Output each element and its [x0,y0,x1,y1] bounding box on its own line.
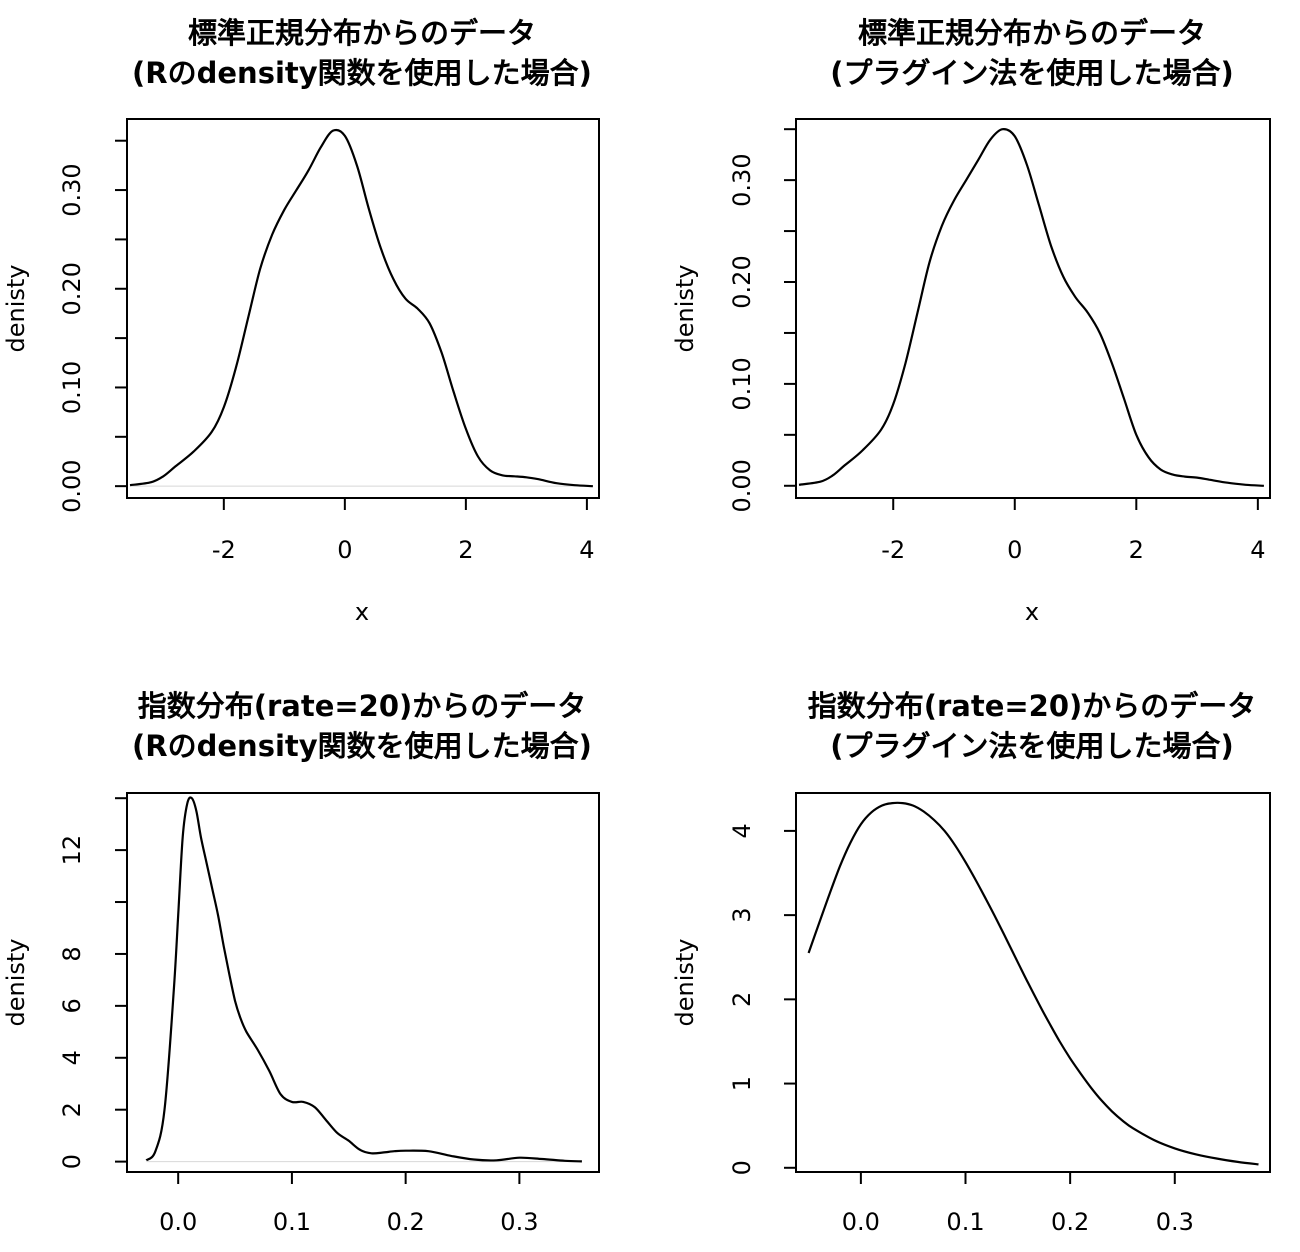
y-tick-label: 2 [728,992,756,1007]
plot-frame [126,792,600,1173]
y-axis-label: denisty [2,939,30,1027]
x-tick-label: -2 [212,536,236,564]
plot-panel-1: 標準正規分布からのデータ (Rのdensity関数を使用した場合) -2 0 2 4 0.0… [2,16,600,626]
plot-title-line-2: (Rのdensity関数を使用した場合) [132,56,592,90]
x-tick-label: 4 [1250,536,1265,564]
x-tick-label: 0.0 [159,1208,197,1236]
plot-title-line-1: 指数分布(rate=20)からのデータ [138,689,587,723]
plot-title-line-2: (Rのdensity関数を使用した場合) [132,729,592,763]
y-tick-label: 0.30 [58,163,86,216]
x-tick-label: -2 [881,536,905,564]
x-axis-label: x [355,598,369,626]
x-tick-label: 0.3 [1156,1208,1194,1236]
y-tick-label: 0.10 [58,361,86,414]
y-tick-label: 0.00 [728,459,756,512]
y-tick-label: 0.00 [58,459,86,512]
plot-panel-4: 指数分布(rate=20)からのデータ (プラグイン法を使用した場合) 0.0 0.1… [671,689,1271,1236]
x-tick-label: 0.3 [500,1208,538,1236]
plot-title-line-2: (プラグイン法を使用した場合) [830,729,1234,763]
y-tick-label: 3 [728,907,756,922]
y-tick-label: 4 [728,823,756,838]
density-curve [807,801,1259,1166]
plot-title-line-1: 標準正規分布からのデータ [858,16,1206,50]
x-tick-label: 0.2 [387,1208,425,1236]
x-tick-label: 2 [458,536,473,564]
plot-title-line-2: (プラグイン法を使用した場合) [830,56,1234,90]
y-tick-label: 0 [58,1154,86,1169]
y-tick-label: 0.10 [728,357,756,410]
x-tick-label: 0 [1007,536,1022,564]
plot-panel-3: 指数分布(rate=20)からのデータ (Rのdensity関数を使用した場合) 0… [2,689,600,1236]
x-tick-label: 0.1 [273,1208,311,1236]
y-axis-label: denisty [671,265,699,353]
plot-frame [795,792,1271,1173]
x-tick-label: 2 [1129,536,1144,564]
plot-frame [126,118,600,499]
density-curve [145,796,582,1163]
plot-title-line-1: 標準正規分布からのデータ [188,16,536,50]
y-tick-label: 4 [58,1050,86,1065]
x-axis-label: x [1025,598,1039,626]
y-tick-label: 8 [58,946,86,961]
x-tick-label: 4 [579,536,594,564]
x-tick-label: 0.2 [1051,1208,1089,1236]
plot-frame [795,118,1271,499]
y-tick-label: 0.30 [728,153,756,206]
x-tick-label: 0 [337,536,352,564]
y-tick-label: 2 [58,1102,86,1117]
plot-panel-2: 標準正規分布からのデータ (プラグイン法を使用した場合) -2 0 2 4 0.00 0.10… [671,16,1271,626]
x-tick-label: 0.0 [842,1208,880,1236]
plot-title-line-1: 指数分布(rate=20)からのデータ [808,689,1257,723]
density-curve [798,128,1264,487]
y-tick-label: 0.20 [58,262,86,315]
y-tick-label: 1 [728,1076,756,1091]
y-axis-label: denisty [2,265,30,353]
y-axis-label: denisty [671,939,699,1027]
y-tick-label: 0 [728,1160,756,1175]
y-tick-label: 12 [58,835,86,866]
y-tick-label: 6 [58,998,86,1013]
y-tick-label: 0.20 [728,255,756,308]
density-curve [129,128,593,488]
x-tick-label: 0.1 [946,1208,984,1236]
